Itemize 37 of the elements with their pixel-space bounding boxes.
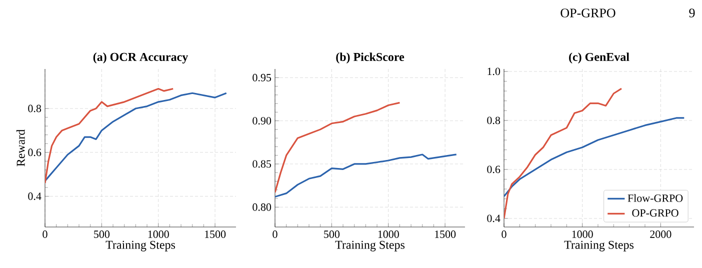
text: 9 (689, 8, 695, 18)
line-series (275, 154, 458, 198)
line-series (504, 88, 622, 220)
y-tick-label: 1.0 (488, 68, 500, 76)
x-tick-label: 1000 (148, 230, 169, 238)
y-tick-label: 0.6 (28, 148, 42, 156)
y-tick-label: 0.95 (252, 74, 272, 82)
y-tick-label: 0.80 (252, 203, 272, 211)
legend-label: Flow-GRPO (628, 194, 683, 202)
y-tick-label: 0.8 (28, 104, 42, 112)
chart-title: (b) PickScore (336, 52, 404, 64)
x-tick-label: 500 (94, 230, 110, 238)
y-tick-label: 0.6 (487, 166, 500, 174)
y-tick-label: 0.4 (487, 214, 500, 222)
x-tick-label: 1000 (378, 230, 399, 238)
x-tick-label: 0 (42, 230, 48, 238)
chart-title: (a) OCR Accuracy (93, 52, 188, 64)
y-tick-label: 0.8 (487, 116, 500, 124)
y-axis-title: Reward (16, 129, 25, 166)
text: OP-GRPO (560, 8, 616, 18)
x-tick-label: 1500 (205, 230, 226, 238)
line-series (275, 102, 401, 194)
line-series (45, 88, 174, 184)
y-tick-label: 0.85 (252, 160, 272, 168)
y-tick-label: 0.4 (28, 192, 42, 200)
x-axis-title: Training Steps (106, 240, 176, 252)
x-tick-label: 0 (502, 230, 506, 238)
x-tick-label: 0 (272, 230, 278, 238)
x-tick-label: 500 (324, 230, 340, 238)
chart-title: (c) GenEval (569, 52, 630, 64)
x-axis-title: Training Steps (564, 240, 634, 252)
x-axis-title: Training Steps (335, 240, 405, 252)
x-tick-label: 2000 (650, 230, 672, 238)
legend-label: OP-GRPO (632, 209, 678, 217)
x-tick-label: 1000 (572, 230, 593, 238)
x-tick-label: 1500 (435, 230, 456, 238)
y-tick-label: 0.90 (252, 117, 272, 125)
